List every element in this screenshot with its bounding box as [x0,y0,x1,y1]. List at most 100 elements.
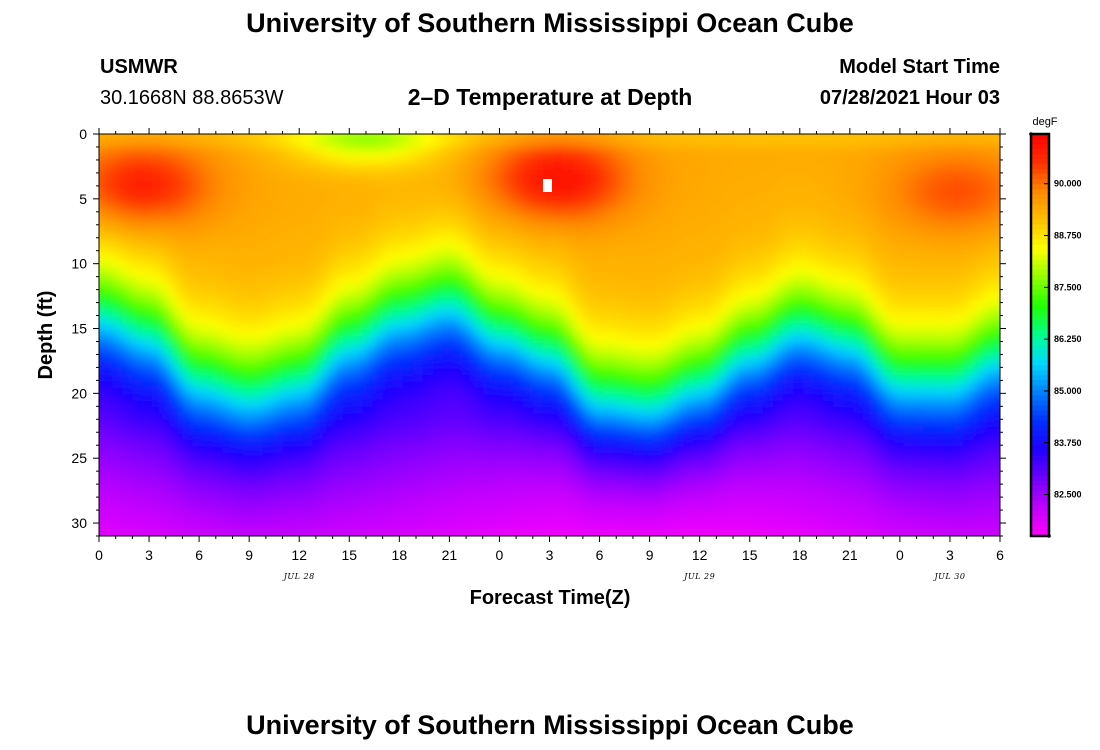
heatmap-cell [172,458,184,466]
heatmap-cell [102,536,113,543]
heatmap-cell [452,146,464,155]
heatmap-cell [672,146,684,155]
heatmap-cell [382,205,394,213]
heatmap-cell [272,490,284,498]
heatmap-cell [322,289,334,297]
heatmap-cell [572,257,584,265]
heatmap-cell [172,192,184,200]
heatmap-cell [713,270,724,278]
heatmap-cell [232,347,244,356]
heatmap-cell [382,159,394,168]
heatmap-cell [703,399,714,407]
heatmap-cell [392,451,404,459]
heatmap-cell [562,386,574,394]
heatmap-cell [632,296,644,304]
heatmap-cell [332,484,344,492]
heatmap-cell [432,159,444,168]
heatmap-cell [442,289,454,297]
heatmap-cell [753,399,764,407]
heatmap-cell [813,309,824,317]
heatmap-cell [142,497,153,505]
heatmap-cell [352,237,364,245]
heatmap-cell [292,192,304,200]
heatmap-cell [542,218,554,226]
heatmap-cell [813,386,824,394]
heatmap-cell [332,438,344,446]
heatmap-cell [622,179,634,187]
heatmap-cell [803,309,814,317]
heatmap-cell [302,140,314,148]
heatmap-cell [783,367,794,375]
heatmap-cell [813,536,824,543]
heatmap-cell [612,503,624,511]
heatmap-cell [692,237,704,245]
heatmap-cell [212,134,224,142]
heatmap-cell [162,335,174,343]
heatmap-cell [142,471,153,479]
heatmap-cell [423,121,434,128]
heatmap-cell [282,380,294,388]
heatmap-cell [292,159,304,168]
heatmap-cell [763,484,774,492]
heatmap-cell [512,523,524,531]
heatmap-cell [142,503,153,511]
heatmap-cell [122,347,133,356]
heatmap-cell [542,283,554,291]
heatmap-cell [482,438,494,446]
heatmap-cell [713,360,724,369]
heatmap-cell [642,393,654,401]
heatmap-cell [753,140,764,148]
heatmap-cell [542,438,554,446]
heatmap-cell [562,497,574,505]
heatmap-cell [582,296,594,304]
heatmap-cell [262,309,274,317]
heatmap-cell [132,367,143,375]
heatmap-cell [402,458,414,466]
heatmap-cell [202,406,214,414]
heatmap-cell [803,497,814,505]
heatmap-cell [642,231,654,239]
heatmap-cell [793,399,804,407]
heatmap-cell [152,166,163,174]
heatmap-cell [692,412,704,420]
heatmap-cell [222,237,234,245]
heatmap-cell [542,146,554,155]
heatmap-cell [733,218,744,226]
heatmap-cell [703,328,714,336]
heatmap-cell [562,432,574,440]
heatmap-cell [403,536,414,543]
heatmap-cell [573,549,584,556]
heatmap-cell [592,263,604,271]
heatmap-cell [733,263,744,271]
heatmap-cell [522,354,534,362]
heatmap-cell [352,367,364,375]
heatmap-cell [803,399,814,407]
heatmap-cell [532,185,544,193]
heatmap-cell [192,373,204,381]
heatmap-cell [452,231,464,239]
heatmap-cell [332,263,344,271]
heatmap-cell [432,412,444,420]
heatmap-cell [713,464,724,472]
heatmap-cell [432,322,444,330]
heatmap-cell [442,477,454,485]
heatmap-cell [552,296,564,304]
heatmap-cell [773,373,784,381]
heatmap-cell [462,412,474,420]
heatmap-cell [442,140,454,148]
heatmap-cell [162,270,174,278]
heatmap-cell [562,205,574,213]
heatmap-cell [642,263,654,271]
heatmap-cell [592,393,604,401]
heatmap-cell [572,153,584,161]
heatmap-cell [262,322,274,330]
heatmap-cell [282,347,294,356]
heatmap-cell [672,432,684,440]
heatmap-cell [362,354,374,362]
heatmap-cell [142,302,153,310]
heatmap-cell [632,335,644,343]
heatmap-cell [743,477,754,485]
heatmap-cell [572,503,584,511]
heatmap-cell [662,185,674,193]
heatmap-cell [642,283,654,291]
